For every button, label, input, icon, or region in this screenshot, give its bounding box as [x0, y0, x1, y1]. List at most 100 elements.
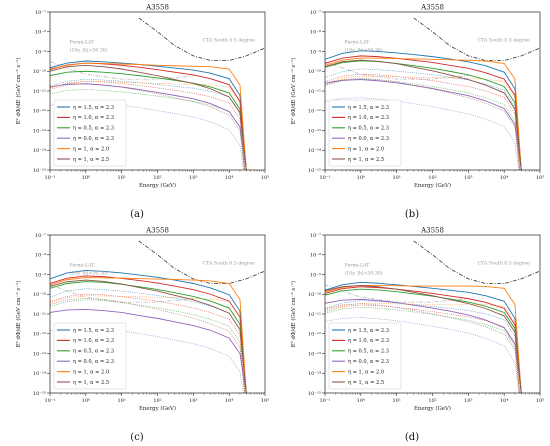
series-1-line: [50, 270, 247, 393]
plot-frame: [324, 234, 541, 394]
x-axis-label: Energy (GeV): [414, 405, 451, 412]
y-tick-label: 10⁻¹⁵: [33, 391, 46, 397]
x-tick-label: 10²: [428, 175, 436, 181]
series-4-line: [50, 308, 247, 393]
x-tick-label: 10¹: [117, 398, 125, 404]
fermi-sensitivity-line: [50, 284, 194, 303]
y-axis-ticks: 10⁻¹⁵ 10⁻¹⁴ 10⁻¹³ 10⁻¹² 10⁻¹¹ 10⁻¹⁰ 10⁻⁹ 10⁻⁸ 10…: [308, 233, 325, 397]
chart-title: A3558: [420, 4, 444, 12]
x-tick-label: 10³: [189, 175, 197, 181]
panel-label: (b): [405, 209, 419, 220]
series-1-line: [325, 50, 522, 170]
x-axis-ticks: 10⁻¹ 10⁰ 10¹ 10² 10³ 10⁴ 10⁵: [319, 170, 544, 181]
legend-label: η = 1, α = 2.0: [348, 369, 384, 375]
y-axis-label: E² dΦ/dE (GeV cm⁻² s⁻¹): [15, 281, 22, 348]
y-tick-label: 10⁻⁹: [35, 49, 46, 55]
x-tick-label: 10⁰: [357, 175, 365, 181]
cta-sensitivity-line: [138, 17, 265, 61]
x-tick-label: 10²: [428, 398, 436, 404]
y-axis-label: E² dΦ/dE (GeV cm⁻² s⁻¹): [290, 281, 297, 348]
legend-label: η = 0.0, α = 2.3: [73, 359, 114, 365]
y-tick-label: 10⁻¹⁰: [33, 69, 46, 75]
series-3-line: [50, 70, 247, 170]
series-4-dotted-line: [325, 317, 520, 393]
legend-label: η = 1.0, α = 2.3: [348, 338, 389, 344]
y-tick-label: 10⁻⁹: [35, 272, 46, 278]
chart-title: A3558: [145, 227, 169, 235]
legend: η = 1.5, α = 2.3 η = 1.0, α = 2.3 η = 0.5,…: [328, 99, 402, 167]
cta-label: CTA South 0.5 degree: [202, 261, 255, 267]
fermi-label: Fermi-LAT: [69, 40, 95, 46]
x-tick-label: 10⁴: [225, 175, 233, 181]
legend: η = 1.5, α = 2.3 η = 1.0, α = 2.3 η = 0.5,…: [328, 322, 402, 390]
plot-frame: [324, 11, 541, 171]
x-tick-label: 10³: [189, 398, 197, 404]
y-tick-label: 10⁻¹⁵: [308, 391, 321, 397]
series-4-line: [325, 298, 522, 393]
x-tick-label: 10¹: [392, 398, 400, 404]
x-axis-label: Energy (GeV): [139, 182, 176, 189]
y-tick-label: 10⁻⁹: [310, 49, 321, 55]
series-2-dotted-line: [325, 73, 521, 170]
series-1-dotted-line: [325, 300, 521, 393]
y-tick-label: 10⁻¹⁰: [308, 292, 321, 298]
series-6-line: [50, 64, 247, 170]
series-3-dotted-line: [325, 78, 520, 170]
plot-area: [50, 240, 265, 393]
fermi-label: Fermi-LAT: [344, 40, 370, 46]
series-5-dotted-line: [50, 80, 246, 170]
y-tick-label: 10⁻⁸: [310, 30, 321, 36]
y-tick-label: 10⁻¹⁵: [308, 168, 321, 174]
series-3-dotted-line: [50, 89, 245, 170]
y-axis-ticks: 10⁻¹⁵ 10⁻¹⁴ 10⁻¹³ 10⁻¹² 10⁻¹¹ 10⁻¹⁰ 10⁻⁹ 10⁻⁸ 10…: [33, 233, 50, 397]
legend: η = 1.5, α = 2.3 η = 1.0, α = 2.3 η = 0.5,…: [53, 322, 127, 390]
legend-label: η = 0.0, α = 2.3: [348, 136, 389, 142]
plot-frame: [49, 234, 266, 394]
fermi-label-detail: (10y, |b|>30.30): [344, 47, 382, 54]
x-tick-label: 10⁵: [261, 175, 269, 181]
series-6-line: [325, 59, 522, 170]
legend-label: η = 0.5, α = 2.3: [73, 126, 114, 132]
y-tick-label: 10⁻⁷: [310, 10, 321, 16]
series-1-line: [50, 60, 247, 170]
y-tick-label: 10⁻⁷: [310, 233, 321, 239]
x-tick-label: 10⁵: [536, 175, 544, 181]
cta-sensitivity-line: [413, 17, 540, 61]
legend-label: η = 1.5, α = 2.3: [348, 105, 389, 111]
series-4-line: [325, 79, 522, 170]
legend-label: η = 1.5, α = 2.3: [73, 328, 114, 334]
y-tick-label: 10⁻¹²: [308, 109, 321, 115]
x-tick-label: 10¹: [117, 175, 125, 181]
cta-label: CTA South 0.5 degree: [477, 38, 530, 44]
y-tick-label: 10⁻¹⁰: [33, 292, 46, 298]
legend-box: [53, 322, 127, 390]
cta-sensitivity-line: [413, 240, 540, 284]
plot-area: [325, 17, 540, 170]
series-2-dotted-line: [50, 80, 245, 170]
x-tick-label: 10⁻¹: [319, 398, 330, 404]
x-axis-ticks: 10⁻¹ 10⁰ 10¹ 10² 10³ 10⁴ 10⁵: [44, 170, 269, 181]
legend-label: η = 0.5, α = 2.3: [348, 349, 389, 355]
series-6-line: [325, 284, 522, 393]
y-tick-label: 10⁻¹⁴: [33, 148, 46, 154]
x-tick-label: 10⁴: [225, 398, 233, 404]
legend-label: η = 1, α = 2.0: [73, 146, 109, 152]
legend-label: η = 1.0, α = 2.3: [348, 115, 389, 121]
y-axis-label: E² dΦ/dE (GeV cm⁻² s⁻¹): [290, 58, 297, 125]
fermi-label-detail: (10y, |b|>30.30): [344, 270, 382, 277]
legend-label: η = 1, α = 2.5: [348, 380, 384, 386]
cta-label: CTA South 0.5 degree: [477, 261, 530, 267]
x-tick-label: 10¹: [392, 175, 400, 181]
x-tick-label: 10⁴: [500, 175, 508, 181]
legend-label: η = 0.5, α = 2.3: [73, 349, 114, 355]
legend-label: η = 1.5, α = 2.3: [348, 328, 389, 334]
legend-label: η = 0.0, α = 2.3: [73, 136, 114, 142]
x-tick-label: 10⁰: [82, 175, 90, 181]
series-3-dotted-line: [325, 307, 520, 393]
y-tick-label: 10⁻¹⁵: [33, 168, 46, 174]
legend: η = 1.5, α = 2.3 η = 1.0, α = 2.3 η = 0.5,…: [53, 99, 127, 167]
x-tick-label: 10⁻¹: [44, 398, 55, 404]
